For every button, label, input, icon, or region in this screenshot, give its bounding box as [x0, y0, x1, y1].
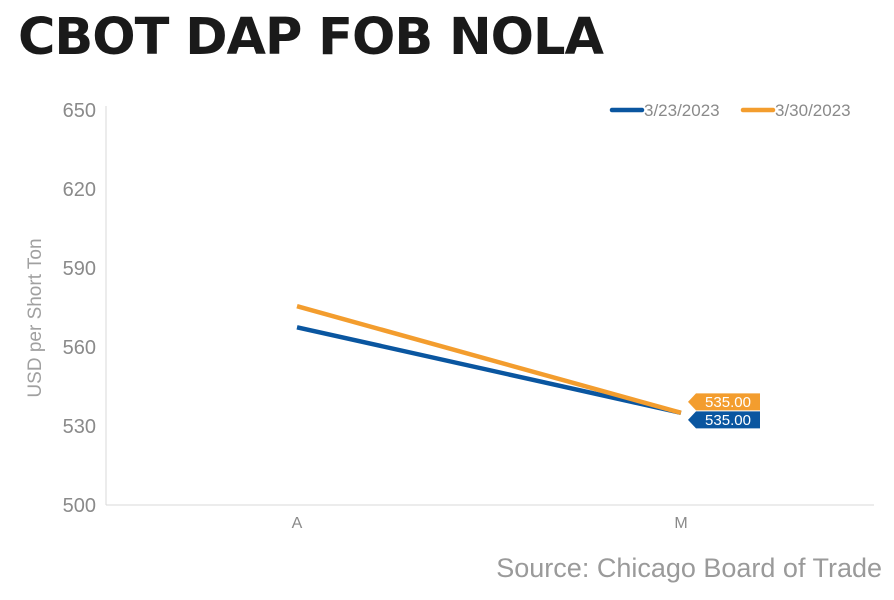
- y-tick-label: 530: [63, 416, 96, 438]
- data-label-2: 535.00: [688, 393, 760, 411]
- legend-label: 3/30/2023: [775, 101, 851, 120]
- chart-title: CBOT DAP FOB NOLA: [18, 8, 604, 67]
- legend: 3/23/2023 3/30/2023: [609, 101, 851, 120]
- legend-label: 3/23/2023: [644, 101, 720, 120]
- data-label-1: 535.00: [688, 411, 760, 429]
- y-tick-label: 620: [63, 179, 96, 201]
- series-lines: [296, 304, 682, 415]
- x-tick-label: M: [674, 515, 687, 532]
- x-tick-label: A: [292, 515, 303, 532]
- y-tick-label: 500: [63, 495, 96, 517]
- y-tick-labels: 500 530 560 590 620 650: [63, 100, 96, 517]
- legend-item-1: 3/23/2023: [609, 101, 720, 120]
- series-line-2: [296, 304, 682, 415]
- y-tick-label: 560: [63, 337, 96, 359]
- y-axis-label: USD per Short Ton: [25, 238, 46, 397]
- legend-item-2: 3/30/2023: [740, 101, 851, 120]
- svg-text:535.00: 535.00: [705, 394, 751, 411]
- source-note: Source: Chicago Board of Trade: [496, 553, 882, 583]
- svg-text:535.00: 535.00: [705, 412, 751, 429]
- y-tick-label: 590: [63, 258, 96, 280]
- series-line-1: [296, 325, 682, 415]
- axes: [105, 106, 874, 506]
- y-tick-label: 650: [63, 100, 96, 122]
